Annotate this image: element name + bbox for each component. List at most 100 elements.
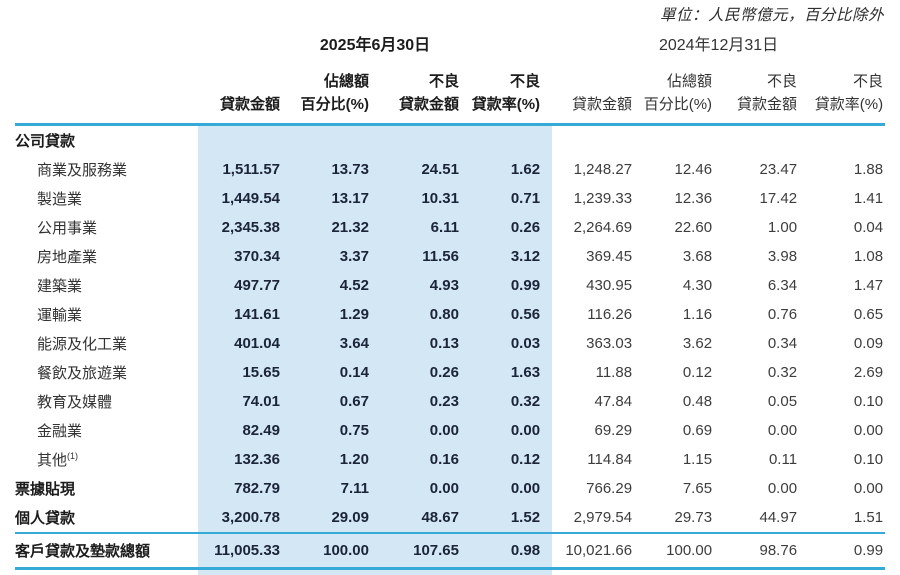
value-2025-col3: 0.26 [371, 358, 461, 387]
row-label: 建築業 [37, 278, 83, 295]
row-label: 公用事業 [37, 220, 98, 237]
row-label: 房地產業 [37, 249, 98, 266]
value-2024-col1: 11.88 [595, 364, 633, 381]
value-2025-col4: 0.00 [461, 474, 553, 503]
value-2024-col3: 0.76 [767, 306, 798, 323]
highlight-band-tail [15, 568, 885, 575]
value-2025-col4 [461, 124, 553, 155]
value-2025-col3: 48.67 [371, 503, 461, 533]
table-row: 製造業 1,449.54 13.17 10.31 0.71 1,239.33 12.36 17… [15, 184, 885, 213]
value-2024-col2: 7.65 [682, 480, 713, 497]
row-label: 其他(1) [37, 451, 79, 470]
value-2025-col4: 0.26 [461, 213, 553, 242]
value-2025-col1: 132.36 [198, 445, 282, 474]
value-2024-col3: 0.34 [767, 335, 798, 352]
row-label: 教育及媒體 [37, 394, 113, 411]
total-row: 客戶貸款及墊款總額 11,005.33 100.00 107.65 0.98 10,021… [15, 533, 886, 569]
value-2024-col3: 44.97 [759, 509, 798, 526]
value-2024-col1: 1,239.33 [573, 190, 633, 207]
table-row: 公司貸款 [15, 124, 885, 156]
value-2024-col3: 0.32 [767, 364, 798, 381]
value-2025-col2: 7.11 [282, 474, 371, 503]
value-2025-col1: 1,511.57 [198, 155, 282, 184]
value-2025-col4: 0.99 [461, 271, 553, 300]
value-2025-col2: 29.09 [282, 503, 371, 533]
value-2025-col1: 82.49 [198, 416, 282, 445]
value-2025-col2: 1.29 [282, 300, 371, 329]
column-header-24-1: 貸款金額 [572, 95, 633, 113]
column-header-24-4: 不良 貸款率(%) [814, 72, 884, 113]
value-2024-col3: 0.11 [768, 451, 798, 468]
value-2025-col2: 0.14 [282, 358, 371, 387]
loan-breakdown-table: 2025年6月30日 2024年12月31日 貸款金額 佔總額 百分比(%) 不良 貸款… [15, 28, 886, 575]
value-2024-col1: 2,264.69 [573, 219, 633, 236]
table-body: 公司貸款 商業及服務業 1,511.57 13.73 24.51 1.62 1,248.27… [15, 124, 886, 575]
table-row: 教育及媒體 74.01 0.67 0.23 0.32 47.84 0.48 0.05 0.10 [15, 387, 885, 416]
value-2025-col2: 100.00 [282, 533, 371, 569]
value-2025-col4: 3.12 [461, 242, 553, 271]
value-2025-col3: 0.00 [371, 474, 461, 503]
value-2024-col2: 0.12 [682, 364, 713, 381]
value-2025-col3: 11.56 [371, 242, 461, 271]
value-2025-col3: 0.80 [371, 300, 461, 329]
value-2024-col2: 22.60 [674, 219, 713, 236]
value-2025-col3: 0.13 [371, 329, 461, 358]
value-2025-col1: 401.04 [198, 329, 282, 358]
column-header-25-2: 佔總額 百分比(%) [300, 72, 369, 113]
value-2024-col4: 0.00 [853, 480, 884, 497]
spacer-cell [282, 568, 371, 575]
value-2024-col4: 1.41 [853, 190, 884, 207]
value-2025-col4: 0.12 [461, 445, 553, 474]
column-header-24-2: 佔總額 百分比(%) [643, 72, 713, 113]
value-2025-col3: 4.93 [371, 271, 461, 300]
value-2024-col1: 2,979.54 [573, 509, 633, 526]
value-2024-col4: 0.65 [853, 306, 884, 323]
value-2024-col3: 3.98 [767, 248, 798, 265]
value-2024-col2: 4.30 [682, 277, 713, 294]
table-row: 餐飲及旅遊業 15.65 0.14 0.26 1.63 11.88 0.12 0.32 2.69 [15, 358, 885, 387]
table-row: 其他(1) 132.36 1.20 0.16 0.12 114.84 1.15 0.11 0.1… [15, 445, 885, 474]
row-label: 能源及化工業 [37, 336, 128, 353]
value-2025-col1: 15.65 [198, 358, 282, 387]
value-2024-col4: 0.99 [853, 542, 884, 559]
value-2024-col3: 98.76 [759, 542, 798, 559]
value-2024-col1: 116.26 [587, 306, 633, 323]
value-2024-col4: 1.88 [853, 161, 884, 178]
spacer-cell [198, 568, 282, 575]
value-2024-col1: 766.29 [586, 480, 633, 497]
value-2025-col3: 10.31 [371, 184, 461, 213]
value-2025-col4: 0.56 [461, 300, 553, 329]
value-2024-col1: 47.84 [594, 393, 633, 410]
value-2025-col1: 370.34 [198, 242, 282, 271]
row-label: 個人貸款 [15, 510, 76, 527]
empty-corner-cell [15, 58, 198, 125]
spacer-cell [634, 569, 714, 575]
value-2025-col3: 24.51 [371, 155, 461, 184]
value-2024-col2: 12.46 [674, 161, 713, 178]
table-row: 金融業 82.49 0.75 0.00 0.00 69.29 0.69 0.00 0.00 [15, 416, 885, 445]
column-header-25-1: 貸款金額 [219, 95, 280, 113]
value-2024-col1 [552, 125, 634, 156]
value-2025-col1: 3,200.78 [198, 503, 282, 533]
value-2025-col1: 74.01 [198, 387, 282, 416]
row-label: 票據貼現 [15, 481, 76, 498]
value-2024-col3: 23.47 [759, 161, 798, 178]
value-2024-col4: 0.10 [853, 393, 884, 410]
value-2024-col1: 114.84 [587, 451, 633, 468]
value-2025-col3: 0.23 [371, 387, 461, 416]
value-2025-col1: 11,005.33 [198, 533, 282, 569]
value-2025-col2: 0.75 [282, 416, 371, 445]
value-2024-col3: 0.00 [767, 422, 798, 439]
value-2024-col2: 100.00 [666, 542, 713, 559]
value-2024-col2: 1.15 [682, 451, 713, 468]
value-2025-col2: 3.37 [282, 242, 371, 271]
value-2025-col1: 782.79 [198, 474, 282, 503]
value-2024-col2: 0.69 [682, 422, 713, 439]
value-2025-col2: 1.20 [282, 445, 371, 474]
value-2024-col3: 0.00 [767, 480, 798, 497]
row-label: 商業及服務業 [37, 162, 128, 179]
value-2025-col4: 1.62 [461, 155, 553, 184]
table-row: 個人貸款 3,200.78 29.09 48.67 1.52 2,979.54 29.73 4… [15, 503, 886, 533]
value-2025-col2: 13.17 [282, 184, 371, 213]
